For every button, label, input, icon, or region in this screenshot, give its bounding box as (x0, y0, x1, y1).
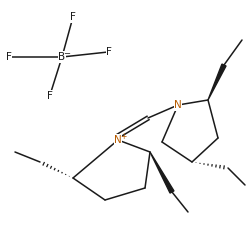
Text: +: + (119, 132, 126, 141)
Text: F: F (70, 12, 76, 22)
Text: N: N (174, 100, 181, 110)
Polygon shape (150, 152, 173, 193)
Text: F: F (106, 47, 112, 57)
Polygon shape (207, 64, 225, 100)
Text: B: B (58, 52, 65, 62)
Text: −: − (63, 49, 70, 58)
Text: N: N (114, 135, 122, 145)
Text: F: F (6, 52, 12, 62)
Text: F: F (47, 91, 53, 101)
